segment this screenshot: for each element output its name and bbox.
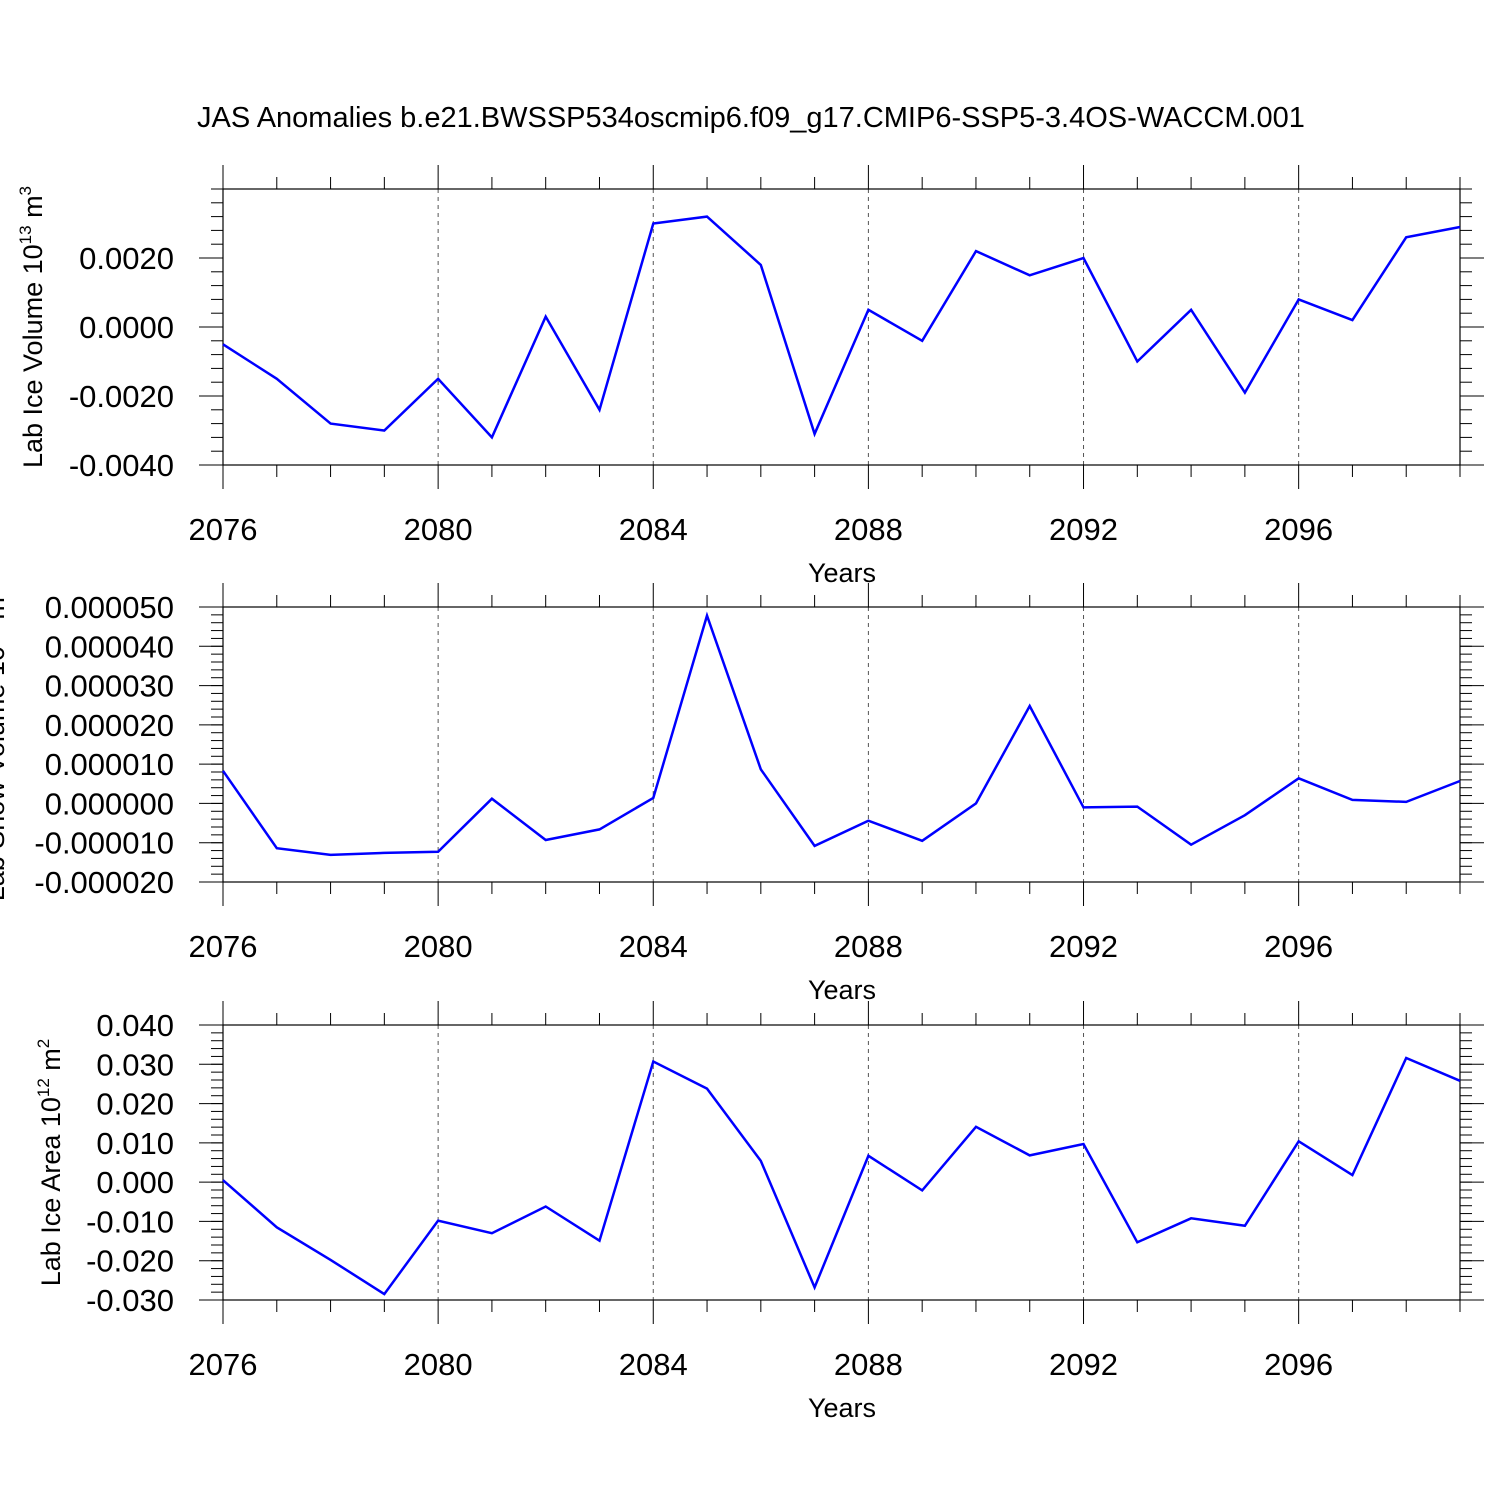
y-tick-label: -0.000020	[34, 865, 174, 900]
panel-1: -0.0040 -0.0020 0.0000 0.0020 2076 2080 2084 20…	[16, 165, 1484, 588]
plot-frame	[222, 1024, 1461, 1301]
x-tick-label: 2084	[619, 512, 688, 547]
y-axis-title-text: Lab Ice Area 10	[36, 1097, 66, 1286]
x-tick-label: 2096	[1264, 512, 1333, 547]
x-axis-title: Years	[808, 975, 876, 1005]
y-tick-label: 0.010	[96, 1126, 174, 1161]
y-tick-label: -0.000010	[34, 826, 174, 861]
x-tick-label: 2088	[834, 512, 903, 547]
y-axis-title-text: Lab Snow Volume 10	[0, 646, 10, 901]
x-tick-label: 2080	[404, 1347, 473, 1382]
x-tick-label: 2080	[404, 929, 473, 964]
x-tick-label: 2092	[1049, 1347, 1118, 1382]
y-tick-label: 0.000000	[45, 786, 174, 821]
y-tick-label: 0.0000	[79, 310, 174, 345]
x-tick-label: 2084	[619, 929, 688, 964]
y-axis-title: Lab Ice Volume 1013 m3	[16, 186, 48, 468]
series-line	[221, 611, 1461, 857]
x-tick-label: 2076	[189, 512, 258, 547]
series-line	[222, 215, 1461, 440]
y-tick-label: 0.000010	[45, 747, 174, 782]
y-tick-label: -0.030	[86, 1283, 174, 1318]
plot-frame	[222, 606, 1461, 883]
y-tick-label: 0.000040	[45, 629, 174, 664]
x-axis-title: Years	[808, 1393, 876, 1423]
y-tick-label: 0.0020	[79, 241, 174, 276]
y-tick-label: -0.0020	[69, 379, 174, 414]
y-tick-label: 0.030	[96, 1047, 174, 1082]
x-axis-title: Years	[808, 558, 876, 588]
y-tick-label: 0.000020	[45, 708, 174, 743]
y-tick-label: 0.040	[96, 1008, 174, 1043]
x-tick-label: 2080	[404, 512, 473, 547]
y-tick-label: 0.020	[96, 1087, 174, 1122]
x-tick-label: 2092	[1049, 512, 1118, 547]
y-axis-title-unit: m	[0, 597, 10, 627]
y-tick-label: -0.0040	[69, 448, 174, 483]
y-tick-label: -0.020	[86, 1244, 174, 1279]
x-tick-label: 2076	[189, 929, 258, 964]
panel-3: -0.030 -0.020 -0.010 0.000 0.010 0.020 0.030 0.…	[34, 1001, 1484, 1423]
y-axis-title-unit-exponent: 2	[34, 1039, 53, 1048]
x-tick-label: 2096	[1264, 1347, 1333, 1382]
x-tick-label: 2096	[1264, 929, 1333, 964]
y-tick-label: 0.000030	[45, 669, 174, 704]
y-axis-title-unit: m	[18, 195, 48, 225]
x-tick-label: 2084	[619, 1347, 688, 1382]
x-tick-label: 2076	[189, 1347, 258, 1382]
y-axis-title: Lab Ice Area 1012 m2	[34, 1039, 66, 1287]
y-axis-title-text: Lab Ice Volume 10	[18, 244, 48, 468]
y-axis-title: Lab Snow Volume 1013 m3	[0, 588, 10, 902]
panel-2: -0.000020 -0.000010 0.000000 0.000010 0.0000…	[0, 583, 1484, 1005]
chart-title: JAS Anomalies b.e21.BWSSP534oscmip6.f09_…	[197, 102, 1305, 134]
y-axis-title-unit-exponent: 3	[16, 186, 35, 195]
y-tick-label: -0.010	[86, 1204, 174, 1239]
x-tick-label: 2088	[834, 929, 903, 964]
y-tick-label: 0.000	[96, 1165, 174, 1200]
y-tick-label: 0.000050	[45, 590, 174, 625]
x-tick-label: 2088	[834, 1347, 903, 1382]
y-axis-title-exponent: 12	[34, 1078, 53, 1097]
y-axis-title-exponent: 13	[16, 225, 35, 244]
series-line	[222, 1056, 1461, 1296]
y-axis-title-unit: m	[36, 1048, 66, 1078]
x-tick-label: 2092	[1049, 929, 1118, 964]
